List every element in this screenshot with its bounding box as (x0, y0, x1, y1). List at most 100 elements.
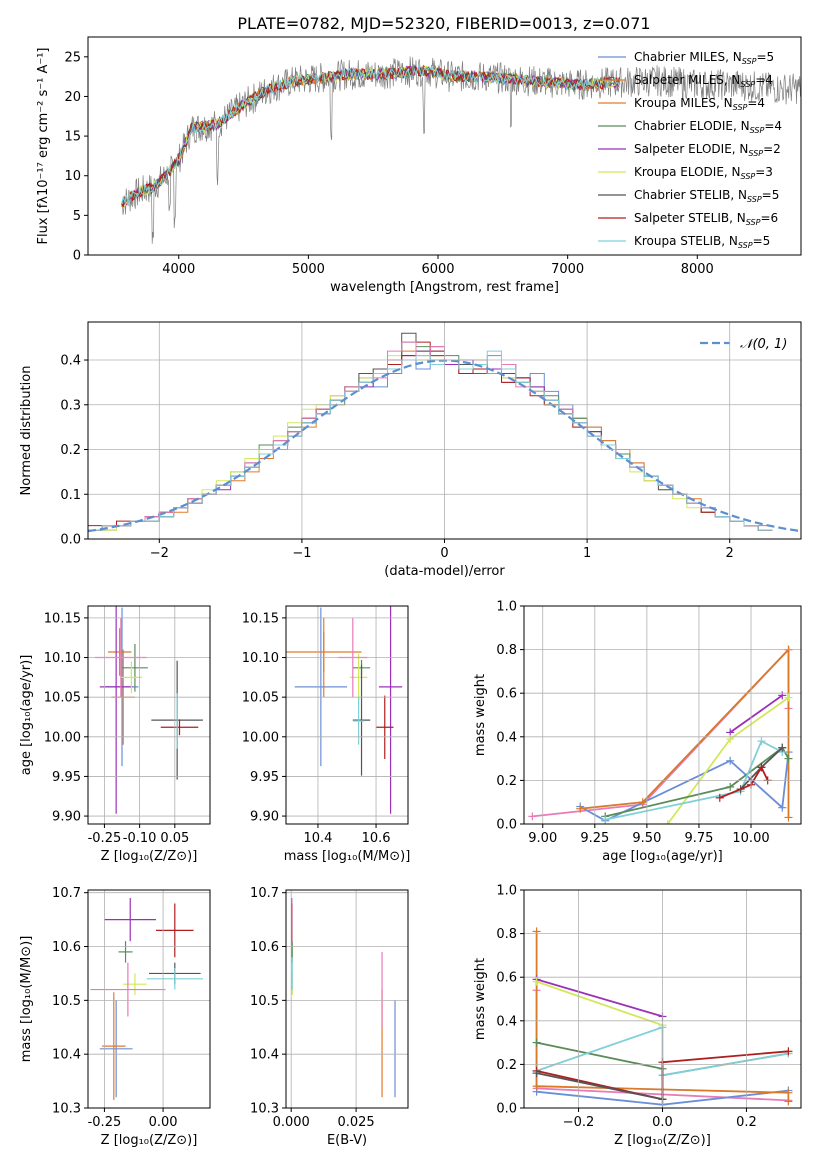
mass_vs_Z-axes: -0.25 0.00 10.3 10.4 10.5 10.6 10.7 Z [log₁₀(Z/… (19, 886, 211, 1148)
y-tick-label: 10.10 (242, 651, 279, 666)
y-tick-label: 0.6 (496, 687, 517, 702)
legend-entry: 𝒩(0, 1) (740, 337, 787, 352)
x-tick-label: 9.25 (580, 831, 609, 846)
errorbar-point (376, 695, 394, 759)
residuals-axes: −2 −1 0 1 2 0.0 0.1 0.2 0.3 0.4 (data-model)/error… (19, 321, 802, 579)
y-tick-label: 0.2 (60, 443, 81, 458)
legend-entry: Kroupa STELIB, NSSP=5 (634, 234, 770, 250)
y-tick-label: 10.6 (250, 940, 279, 955)
y-tick-label: 10.5 (52, 994, 81, 1009)
x-axis-label: wavelength [Angstrom, rest frame] (330, 280, 559, 295)
errorbar-point (102, 992, 126, 1100)
legend-entry: Salpeter ELODIE, NSSP=2 (634, 142, 781, 158)
x-tick-label: 9.75 (684, 831, 713, 846)
y-axis-label: Flux [fλ10⁻¹⁷ erg cm⁻² s⁻¹ A⁻¹] (36, 48, 51, 245)
legend: 𝒩(0, 1) (700, 337, 787, 352)
mass_vs_EBV-plot-area (291, 898, 396, 1098)
legend-subscript: SSP (741, 80, 756, 89)
weight-line (536, 978, 663, 1018)
errorbar-point (120, 661, 142, 694)
legend-entry: Chabrier MILES, NSSP=5 (634, 50, 774, 66)
legend-entry: Kroupa MILES, NSSP=4 (634, 96, 765, 112)
weight_vs_Z-axes: −0.2 0.0 0.2 0.0 0.2 0.4 0.6 0.8 1.0 Z [log₁₀(Z/Z… (473, 884, 802, 1148)
y-tick-label: 1.0 (496, 600, 517, 615)
y-tick-label: 0.4 (60, 354, 81, 369)
legend-entry: Chabrier ELODIE, NSSP=4 (634, 119, 782, 135)
y-tick-label: 0.8 (496, 927, 517, 942)
x-tick-label: 9.00 (528, 831, 557, 846)
x-tick-label: 5000 (292, 262, 325, 277)
y-axis-label: mass weight (473, 674, 488, 756)
y-tick-label: 20 (64, 90, 81, 105)
y-axis-label: age [log₁₀(age/yr)] (19, 655, 34, 776)
y-tick-label: 10.00 (242, 730, 279, 745)
legend-text: Salpeter ELODIE, N (634, 142, 748, 156)
x-tick-label: 0.2 (736, 1115, 757, 1130)
weight-line (536, 980, 663, 1027)
x-tick-label: -0.25 (88, 1115, 122, 1130)
legend-subscript: SSP (747, 195, 762, 204)
x-tick-label: 10.00 (732, 831, 769, 846)
legend-suffix: =5 (753, 234, 771, 248)
mass_vs_EBV-axes: 0.000 0.025 10.3 10.4 10.5 10.6 10.7 E(B-V) (250, 886, 409, 1148)
y-tick-label: 10.5 (250, 994, 279, 1009)
y-tick-label: 25 (64, 50, 81, 65)
y-tick-label: 0.2 (496, 1058, 517, 1073)
x-axis-label: (data-model)/error (384, 564, 505, 579)
legend-suffix: =4 (755, 73, 773, 87)
legend-subscript: SSP (746, 218, 761, 227)
y-axis-label: mass [log₁₀(M/M⊙)] (19, 936, 34, 1063)
spectrum-plot-area (121, 56, 801, 244)
y-tick-label: 10.4 (52, 1048, 81, 1063)
legend-suffix: =2 (763, 142, 781, 156)
x-tick-label: 8000 (681, 262, 714, 277)
x-tick-label: 7000 (551, 262, 584, 277)
weight-line (604, 746, 790, 818)
x-tick-label: 1 (583, 546, 591, 561)
x-tick-label: 0.000 (273, 1115, 310, 1130)
y-tick-label: 10.00 (44, 730, 81, 745)
x-tick-label: −2 (150, 546, 169, 561)
errorbar-point (122, 644, 148, 692)
x-tick-label: -0.25 (88, 831, 122, 846)
age_vs_Z-axes: -0.25 -0.10 0.05 9.90 9.95 10.00 10.05 10.10 10.… (19, 605, 211, 864)
weight-series (663, 693, 793, 824)
legend-entry: Salpeter MILES, NSSP=4 (634, 73, 773, 89)
axes-frame (87, 321, 802, 540)
legend-subscript: SSP (748, 149, 763, 158)
errorbar-point (99, 606, 133, 814)
y-tick-label: 9.95 (52, 770, 81, 785)
y-tick-label: 10.7 (52, 886, 81, 901)
axes-frame (523, 605, 802, 825)
x-tick-label: 0.00 (149, 1115, 178, 1130)
y-tick-label: 0.3 (60, 398, 81, 413)
legend-subscript: SSP (738, 241, 753, 250)
legend-entry: Salpeter STELIB, NSSP=6 (634, 211, 778, 227)
y-tick-label: 10.15 (242, 611, 279, 626)
y-tick-label: 0.2 (496, 774, 517, 789)
weight_vs_age-axes: 9.00 9.25 9.50 9.75 10.00 0.0 0.2 0.4 0.6 0.8 1.0 a… (473, 600, 802, 864)
x-tick-label: 0.0 (652, 1115, 673, 1130)
legend-suffix: =3 (755, 165, 773, 179)
model-spectrum (121, 63, 620, 205)
errorbar-point (90, 962, 166, 1017)
legend-suffix: =4 (764, 119, 782, 133)
y-tick-label: 10.3 (250, 1102, 279, 1117)
axes-frame (87, 889, 211, 1109)
figure-title: PLATE=0782, MJD=52320, FIBERID=0013, z=0… (237, 14, 650, 33)
x-axis-label: Z [log₁₀(Z/Z⊙)] (614, 1133, 711, 1148)
legend-text: Chabrier ELODIE, N (634, 119, 750, 133)
y-tick-label: 0.0 (496, 1102, 517, 1117)
weight-line (719, 765, 769, 799)
y-tick-label: 10.10 (44, 651, 81, 666)
legend-subscript: SSP (741, 172, 756, 181)
x-tick-label: 9.50 (632, 831, 661, 846)
spectrum-axes: 4000 5000 6000 7000 8000 0 5 10 15 20 25 wavelength… (36, 36, 802, 295)
y-tick-label: 0.4 (496, 1014, 517, 1029)
legend-subscript: SSP (733, 103, 748, 112)
x-tick-label: -0.10 (123, 831, 157, 846)
y-tick-label: 0.4 (496, 730, 517, 745)
y-axis-label: Normed distribution (19, 366, 34, 496)
y-tick-label: 0.8 (496, 643, 517, 658)
